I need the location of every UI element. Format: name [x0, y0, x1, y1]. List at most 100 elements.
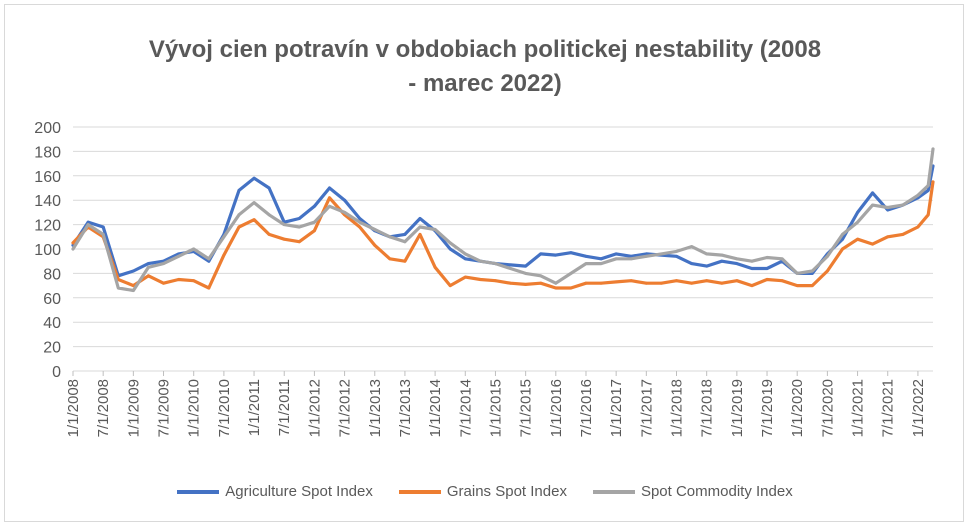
data-point — [494, 262, 497, 265]
data-point — [147, 274, 150, 278]
data-point — [147, 262, 150, 265]
data-point — [433, 265, 437, 269]
data-point — [539, 281, 543, 285]
data-point — [810, 284, 814, 287]
data-point — [267, 213, 271, 217]
x-tick-label: 7/1/2015 — [518, 379, 535, 437]
data-point — [237, 213, 241, 217]
data-point — [675, 250, 678, 253]
data-point — [569, 286, 573, 290]
data-point — [926, 189, 930, 192]
x-tick-label: 7/1/2021 — [880, 379, 897, 437]
data-point — [629, 257, 633, 261]
data-point — [463, 252, 467, 256]
data-point — [328, 196, 331, 200]
y-tick-label: 140 — [34, 193, 61, 210]
data-point — [524, 283, 527, 286]
x-tick-label: 1/1/2019 — [729, 379, 746, 437]
data-point — [765, 256, 769, 259]
data-point — [871, 203, 874, 207]
data-point — [252, 176, 256, 180]
data-point — [388, 235, 392, 239]
data-point — [388, 257, 392, 261]
data-point — [584, 262, 588, 265]
data-point — [720, 259, 724, 263]
y-tick-label: 120 — [34, 218, 61, 235]
x-tick-label: 7/1/2012 — [337, 379, 354, 437]
x-tick-label: 7/1/2017 — [638, 379, 655, 437]
x-tick-label: 1/1/2012 — [306, 379, 323, 437]
x-tick-label: 1/1/2014 — [427, 379, 444, 437]
data-point — [433, 228, 437, 231]
data-point — [569, 272, 573, 275]
data-point — [86, 220, 90, 224]
series-line-1 — [71, 164, 935, 278]
x-tick-label: 1/1/2016 — [548, 379, 565, 437]
data-point — [901, 233, 905, 236]
data-point — [313, 229, 316, 233]
data-point — [358, 220, 362, 224]
data-point — [282, 223, 286, 227]
data-point — [132, 269, 135, 273]
data-point — [71, 247, 75, 251]
data-point — [373, 228, 377, 231]
data-point — [71, 241, 75, 245]
data-point — [403, 240, 407, 244]
data-point — [690, 281, 693, 285]
y-tick-label: 100 — [34, 242, 61, 259]
data-point — [554, 281, 558, 285]
data-point — [841, 237, 844, 241]
data-point — [418, 217, 422, 220]
line-chart: 0 20 40 60 80 100 120 140 160 180 200 1/1/2008 7/1/… — [34, 120, 935, 437]
data-point — [660, 281, 663, 285]
series-line-3 — [71, 147, 935, 293]
data-point — [509, 263, 512, 267]
y-axis: 0 20 40 60 80 100 120 140 160 180 200 — [34, 120, 61, 381]
data-point — [584, 254, 588, 258]
data-point — [207, 257, 211, 261]
data-point — [810, 269, 814, 273]
data-point — [931, 180, 935, 184]
data-point — [177, 254, 181, 258]
x-tick-label: 1/1/2017 — [608, 379, 625, 437]
data-point — [705, 252, 709, 256]
data-point — [826, 254, 829, 258]
gridlines — [73, 126, 933, 372]
data-point — [403, 259, 407, 263]
data-point — [101, 225, 105, 229]
data-point — [916, 193, 920, 197]
data-point — [297, 240, 301, 244]
y-tick-label: 200 — [34, 120, 61, 137]
data-point — [162, 262, 165, 265]
data-point — [886, 235, 890, 239]
data-point — [735, 262, 739, 265]
data-point — [192, 279, 196, 283]
data-point — [86, 223, 90, 227]
data-point — [539, 274, 543, 278]
data-point — [871, 191, 874, 195]
x-tick-label: 1/1/2013 — [367, 379, 384, 437]
data-point — [418, 233, 422, 236]
x-tick-label: 1/1/2015 — [487, 379, 504, 437]
x-tick-label: 7/1/2008 — [95, 379, 112, 437]
x-tick-label: 7/1/2009 — [156, 379, 173, 437]
data-point — [252, 201, 256, 205]
data-point — [886, 208, 890, 212]
data-point — [629, 279, 633, 283]
data-point — [614, 257, 618, 261]
data-point — [403, 233, 407, 236]
data-point — [826, 269, 829, 273]
data-point — [780, 279, 784, 283]
legend-swatch — [177, 489, 220, 494]
data-point — [116, 286, 120, 290]
y-tick-label: 180 — [34, 144, 61, 161]
data-point — [177, 278, 181, 281]
data-point — [252, 218, 256, 222]
x-tick-label: 7/1/2018 — [699, 379, 716, 437]
data-point — [328, 204, 331, 208]
data-point — [720, 281, 724, 285]
data-point — [690, 245, 693, 249]
data-point — [554, 253, 558, 257]
data-point — [735, 279, 739, 283]
data-point — [765, 278, 769, 281]
